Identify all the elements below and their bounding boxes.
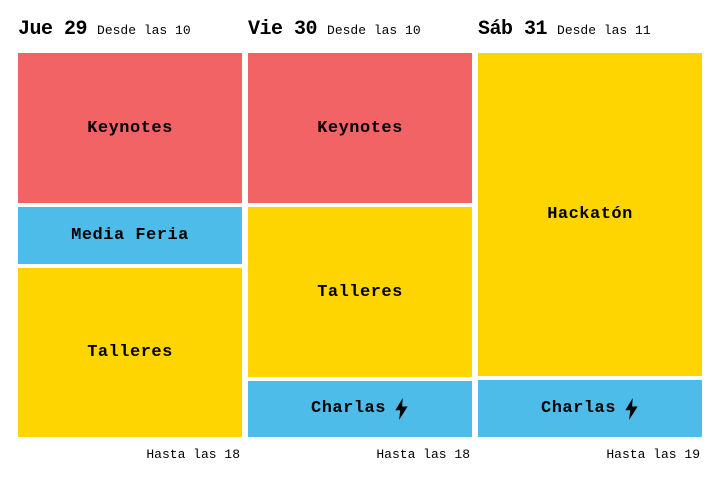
schedule-block[interactable]: Charlas [248, 381, 472, 437]
day-end-label: Hasta las 18 [18, 437, 242, 462]
day-blocks-container: Hackatón Charlas [478, 53, 702, 437]
day-end-label: Hasta las 19 [478, 437, 702, 462]
day-header: Jue 29 Desde las 10 [18, 18, 242, 53]
block-label: Keynotes [87, 119, 173, 138]
schedule-grid: Jue 29 Desde las 10 Keynotes Media Feria Tal… [18, 18, 702, 462]
day-blocks-container: Keynotes Media Feria Talleres [18, 53, 242, 437]
day-header: Vie 30 Desde las 10 [248, 18, 472, 53]
day-start-label: Desde las 10 [97, 23, 191, 38]
day-end-label: Hasta las 18 [248, 437, 472, 462]
day-header: Sáb 31 Desde las 11 [478, 18, 702, 53]
schedule-block[interactable]: Keynotes [18, 53, 242, 203]
schedule-block[interactable]: Talleres [248, 207, 472, 376]
block-label: Charlas [541, 399, 616, 418]
day-column: Sáb 31 Desde las 11 Hackatón Charlas Hasta l… [478, 18, 702, 462]
block-label: Charlas [311, 399, 386, 418]
day-blocks-container: Keynotes Talleres Charlas [248, 53, 472, 437]
block-label: Talleres [317, 283, 403, 302]
day-start-label: Desde las 10 [327, 23, 421, 38]
bolt-icon [624, 398, 639, 420]
block-label: Hackatón [547, 205, 633, 224]
schedule-block[interactable]: Talleres [18, 268, 242, 437]
schedule-block[interactable]: Charlas [478, 380, 702, 437]
block-label: Keynotes [317, 119, 403, 138]
day-column: Jue 29 Desde las 10 Keynotes Media Feria Tal… [18, 18, 242, 462]
block-label: Talleres [87, 343, 173, 362]
schedule-block[interactable]: Media Feria [18, 207, 242, 263]
bolt-icon [394, 398, 409, 420]
day-name-label: Jue 29 [18, 18, 87, 41]
day-name-label: Sáb 31 [478, 18, 547, 41]
schedule-block[interactable]: Keynotes [248, 53, 472, 203]
schedule-block[interactable]: Hackatón [478, 53, 702, 376]
day-name-label: Vie 30 [248, 18, 317, 41]
block-label: Media Feria [71, 226, 189, 245]
day-start-label: Desde las 11 [557, 23, 651, 38]
day-column: Vie 30 Desde las 10 Keynotes Talleres Charla… [248, 18, 472, 462]
